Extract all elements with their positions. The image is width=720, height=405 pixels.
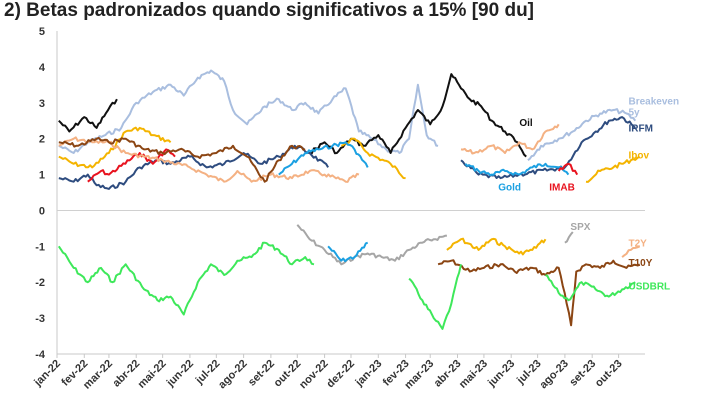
series-t10y-line [437, 259, 641, 327]
series-label-oil: Oil [519, 118, 533, 129]
series-t10y-line-positive [58, 136, 306, 183]
series-breakeven-5y-line [58, 69, 637, 162]
series-usdbrl-line [57, 241, 636, 330]
x-tick-label: ago-23 [537, 358, 571, 392]
y-tick-label: -1 [35, 241, 45, 253]
series-ibov-neg-line [446, 237, 547, 256]
series-label-t10y: T10Y [629, 258, 653, 269]
series-label-irfm: IRFM [629, 123, 653, 134]
y-tick-label: 5 [39, 26, 45, 38]
series-irfm-line [58, 116, 636, 190]
series-ibov-line [58, 126, 641, 183]
x-tick-label: jun-23 [485, 358, 517, 390]
series-t2y-line [621, 245, 641, 258]
y-tick-label: 2 [39, 134, 45, 146]
x-tick-label: set-22 [246, 358, 277, 389]
series-label-breakeven-5y: Breakeven [629, 97, 680, 108]
y-tick-label: -4 [35, 349, 46, 361]
series-gold-line [278, 141, 570, 177]
x-tick-label: mai-23 [457, 358, 490, 391]
series-label-spx: SPX [570, 222, 590, 233]
y-tick-label: -2 [35, 277, 45, 289]
y-tick-label: 0 [39, 205, 45, 217]
series-gold-neg-line [327, 241, 369, 263]
series-salmon-line [58, 123, 560, 183]
chart-series [57, 69, 641, 330]
series-label-ibov: Ibov [629, 150, 650, 161]
series-label-usdbrl: USDBRL [629, 281, 671, 292]
x-tick-label: mai-22 [136, 358, 169, 391]
chart-title: 2) Betas padronizados quando significati… [4, 0, 534, 21]
series-label-t2y: T2Y [629, 238, 648, 249]
x-tick-label: nov-22 [297, 358, 331, 392]
y-tick-label: 3 [39, 98, 45, 110]
x-tick-label: set-23 [567, 358, 598, 389]
x-tick-label: jan-22 [31, 358, 63, 390]
series-spx-line [296, 224, 574, 266]
y-tick-label: 4 [39, 62, 46, 74]
y-tick-label: -3 [35, 313, 45, 325]
x-tick-label: dez-22 [324, 358, 357, 391]
x-tick-label: ago-22 [216, 358, 250, 392]
x-tick-label: jan-23 [353, 358, 385, 390]
series-label-imab: IMAB [549, 183, 575, 194]
series-imab-line [87, 148, 579, 183]
y-tick-label: 1 [39, 170, 45, 182]
x-tick-label: out-23 [593, 358, 625, 390]
series-label-gold: Gold [498, 183, 521, 194]
x-tick-label: jun-22 [164, 358, 196, 390]
chart-axes: 543210-1-2-3-4jan-22fev-22mar-22abr-22ma… [31, 26, 645, 392]
series-label-breakeven-5y-1: 5y [629, 108, 641, 119]
